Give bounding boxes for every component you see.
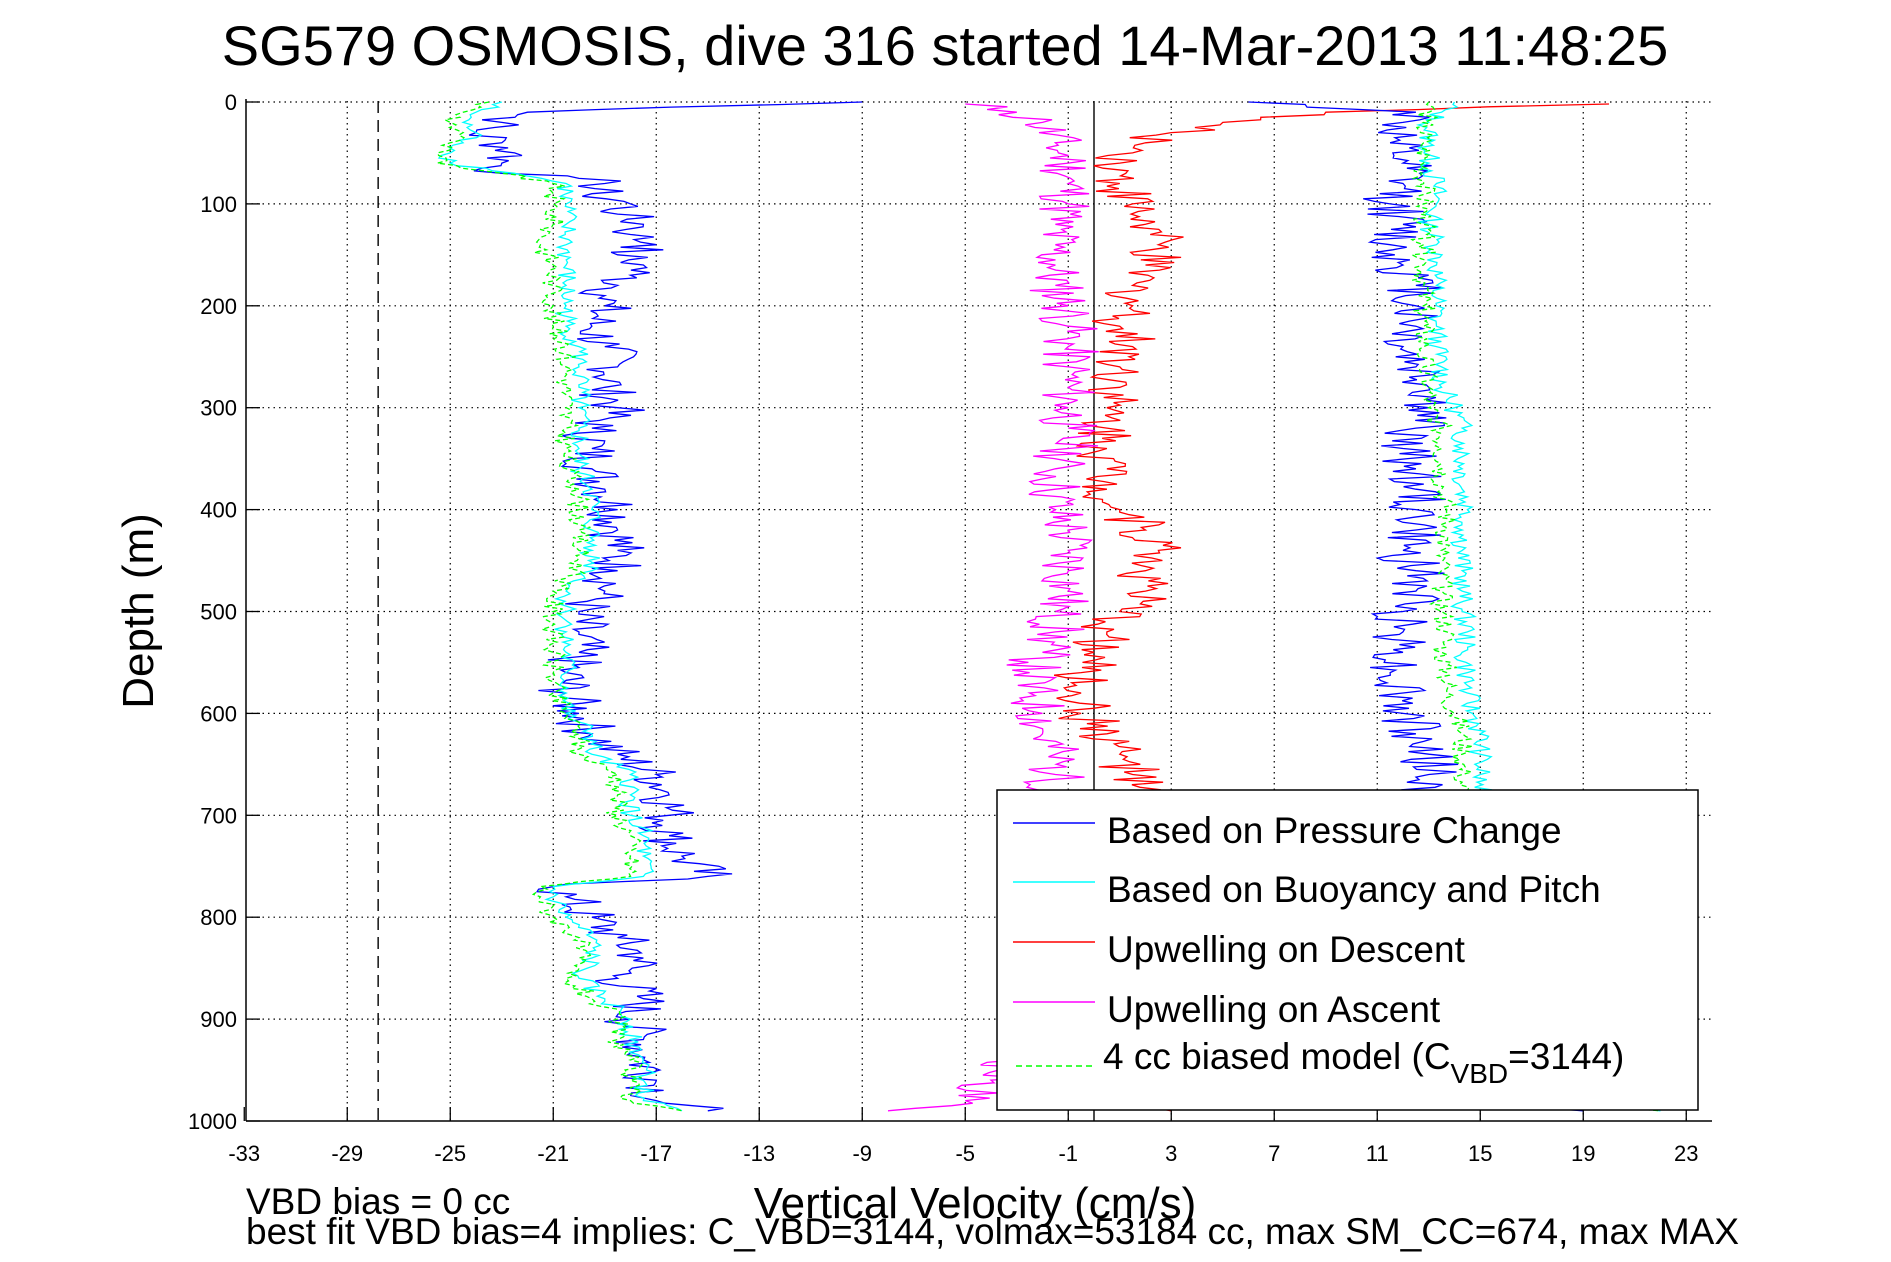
x-tick-label: -13 bbox=[743, 1141, 775, 1166]
x-tick-label: -21 bbox=[537, 1141, 569, 1166]
legend-label-upwelling-ascent: Upwelling on Ascent bbox=[1107, 989, 1441, 1030]
y-tick-label: 500 bbox=[200, 600, 237, 625]
y-tick-label: 1000 bbox=[188, 1109, 237, 1134]
x-tick-labels: -33 -29 -25 -21 -17 -13 -9 -5 -1 3 7 11 15 19 23 bbox=[228, 1141, 1698, 1166]
x-axis-label: Vertical Velocity (cm/s) bbox=[754, 1179, 1197, 1228]
series-line-2 bbox=[436, 101, 683, 1112]
x-tick-label: 7 bbox=[1268, 1141, 1280, 1166]
x-tick-label: -5 bbox=[955, 1141, 975, 1166]
legend-label-upwelling-descent: Upwelling on Descent bbox=[1107, 929, 1466, 970]
chart-title: SG579 OSMOSIS, dive 316 started 14-Mar-2… bbox=[222, 14, 1668, 77]
y-tick-label: 400 bbox=[200, 498, 237, 523]
legend-label-pressure: Based on Pressure Change bbox=[1107, 810, 1562, 851]
x-tick-label: 15 bbox=[1468, 1141, 1492, 1166]
y-tick-labels: 0 100 200 300 400 500 600 700 800 900 1000 bbox=[188, 90, 237, 1134]
legend-label-biased-model: 4 cc biased model (CVBD=3144) bbox=[1103, 1036, 1624, 1089]
best-fit-note: best fit VBD bias=4 implies: C_VBD=3144,… bbox=[246, 1211, 1739, 1252]
axes bbox=[243, 99, 1712, 1122]
y-tick-label: 600 bbox=[200, 701, 237, 726]
x-tick-label: -9 bbox=[852, 1141, 872, 1166]
legend-label-biased-model-suffix: =3144) bbox=[1508, 1036, 1624, 1077]
y-tick-label: 100 bbox=[200, 192, 237, 217]
y-tick-label: 900 bbox=[200, 1007, 237, 1032]
series-line-0 bbox=[468, 101, 863, 1112]
legend-label-biased-model-sub: VBD bbox=[1451, 1058, 1509, 1089]
y-tick-label: 200 bbox=[200, 294, 237, 319]
y-tick-label: 300 bbox=[200, 396, 237, 421]
x-tick-label: -29 bbox=[331, 1141, 363, 1166]
vbd-bias-note: VBD bias = 0 cc bbox=[246, 1181, 510, 1222]
legend-label-buoyancy: Based on Buoyancy and Pitch bbox=[1107, 869, 1601, 910]
y-tick-label: 800 bbox=[200, 905, 237, 930]
legend-box bbox=[996, 789, 1699, 1111]
x-tick-label: -1 bbox=[1058, 1141, 1078, 1166]
x-tick-label: 3 bbox=[1165, 1141, 1177, 1166]
y-tick-label: 700 bbox=[200, 803, 237, 828]
y-axis-label: Depth (m) bbox=[114, 513, 163, 709]
x-tick-label: -25 bbox=[434, 1141, 466, 1166]
y-tick-label: 0 bbox=[225, 90, 237, 115]
legend: Based on Pressure Change Based on Buoyan… bbox=[996, 789, 1699, 1111]
legend-label-biased-model-prefix: 4 cc biased model (C bbox=[1103, 1036, 1451, 1077]
x-tick-label: 23 bbox=[1674, 1141, 1698, 1166]
x-tick-label: -17 bbox=[640, 1141, 672, 1166]
x-tick-label: 11 bbox=[1366, 1141, 1389, 1166]
x-tick-label: 19 bbox=[1571, 1141, 1595, 1166]
series-line-7 bbox=[1410, 101, 1661, 1112]
series-line-1 bbox=[437, 101, 683, 1112]
x-tick-label: -33 bbox=[228, 1141, 260, 1166]
